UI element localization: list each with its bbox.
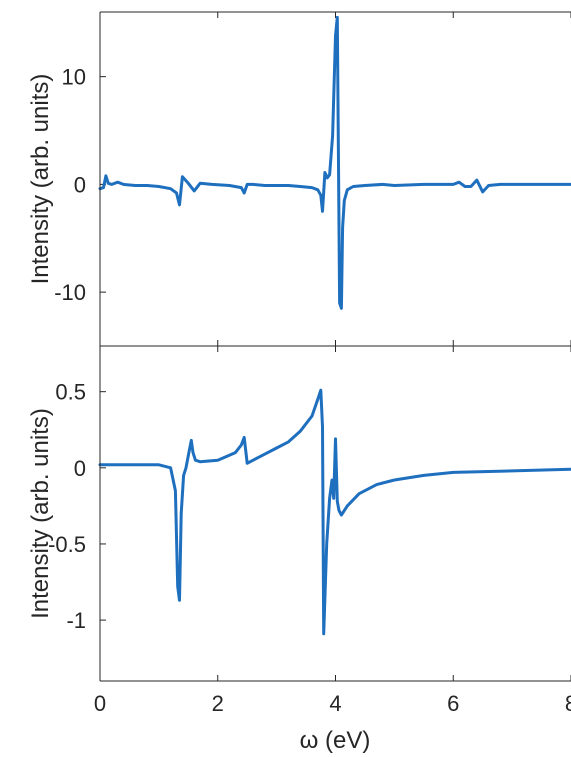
y-tick-label: -1 xyxy=(66,608,86,633)
top-panel-series xyxy=(98,15,571,310)
x-tick-label: 6 xyxy=(447,691,459,716)
x-tick-label: 2 xyxy=(212,691,224,716)
x-tick-label: 0 xyxy=(94,691,106,716)
bottom-panel-x-tick-labels: 0 2 4 6 8 xyxy=(94,691,571,716)
y-tick-label: -10 xyxy=(54,280,86,305)
series-line xyxy=(98,388,571,636)
top-panel-y-tick-labels: 10 0 -10 xyxy=(54,65,86,305)
bottom-panel-axes xyxy=(99,345,571,682)
y-tick-label: -0.5 xyxy=(48,532,86,557)
bottom-panel-ticks xyxy=(99,346,571,681)
bottom-panel: 0.50-0.5-1 02468 Intensity (arb. units) … xyxy=(27,345,571,754)
y-tick-label: 10 xyxy=(62,65,86,90)
bottom-panel-y-axis-label: Intensity (arb. units) xyxy=(27,408,54,619)
x-tick-label: 4 xyxy=(329,691,341,716)
series-line xyxy=(98,15,571,310)
top-panel: 10 0 -10 Intensity (arb. units) xyxy=(27,11,571,347)
x-axis-label: ω (eV) xyxy=(300,727,371,754)
y-tick-label: 0 xyxy=(74,172,86,197)
bottom-panel-series xyxy=(98,388,571,636)
bottom-panel-y-tick-labels: 0.5 0 -0.5 -1 xyxy=(48,380,86,633)
x-tick-label: 8 xyxy=(565,691,571,716)
top-panel-y-axis-label: Intensity (arb. units) xyxy=(27,74,54,285)
y-tick-label: 0 xyxy=(74,456,86,481)
y-tick-label: 0.5 xyxy=(55,380,86,405)
